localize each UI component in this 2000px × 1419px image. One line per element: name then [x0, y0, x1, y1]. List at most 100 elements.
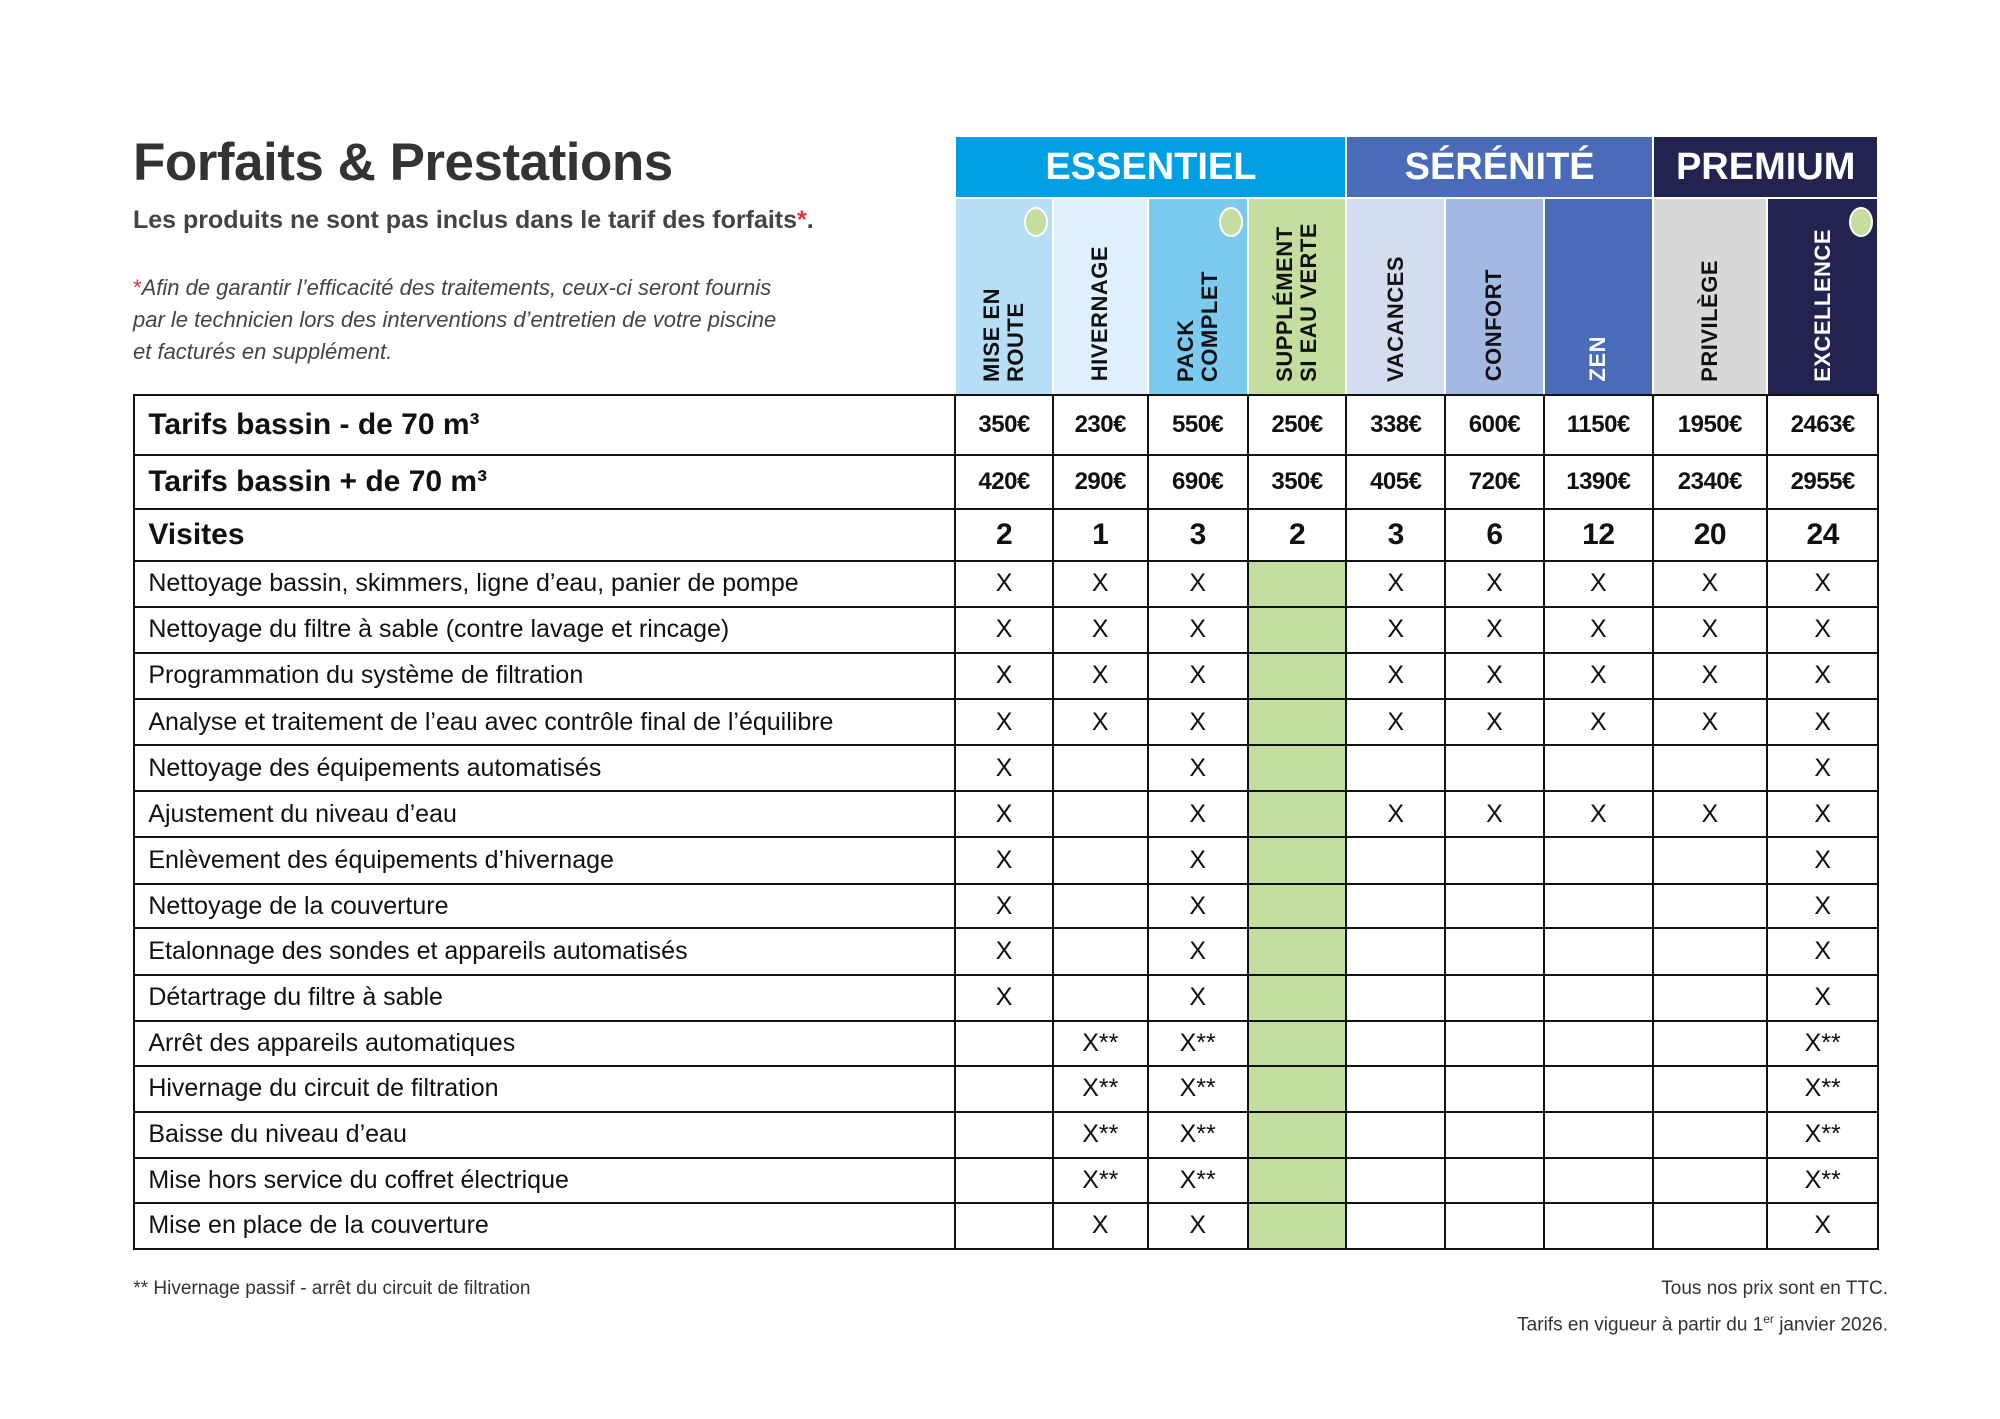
note-line: *Afin de garantir l’efficacité des trait…: [133, 272, 776, 304]
footer-right: Tous nos prix sont en TTC.: [1661, 1278, 1888, 1299]
row-label: Enlèvement des équipements d’hivernage: [133, 838, 957, 885]
cell: X: [1653, 792, 1768, 839]
column-header: SUPPLÉMENT SI EAU VERTE: [1248, 197, 1348, 394]
cell: [1053, 838, 1149, 885]
cell: X: [1148, 884, 1249, 930]
cell: X**: [1148, 1021, 1249, 1067]
cell: X: [1053, 653, 1149, 700]
cell: [1053, 746, 1149, 793]
cell: X: [1148, 746, 1249, 793]
cell: X: [1653, 561, 1768, 608]
cell: 1950€: [1653, 393, 1768, 457]
cell: X: [956, 746, 1054, 793]
cell: X: [1544, 561, 1654, 608]
cell: [1248, 884, 1348, 930]
cell: X: [1148, 792, 1249, 839]
column-label: PRIVILÈGE: [1697, 260, 1722, 382]
cell: [1653, 1066, 1768, 1113]
cell: [1446, 929, 1545, 976]
cell: 338€: [1347, 393, 1447, 457]
cell: X: [1148, 838, 1249, 885]
row-label: Arrêt des appareils automatiques: [133, 1021, 957, 1067]
cell: [1248, 1203, 1348, 1250]
column-header: PACK COMPLET: [1148, 197, 1249, 394]
column-header: CONFORT: [1446, 197, 1545, 394]
cell: X: [956, 838, 1054, 885]
cell: 2463€: [1767, 393, 1880, 457]
cell: 250€: [1248, 393, 1348, 457]
cell: 2955€: [1767, 456, 1880, 511]
cell: X: [1767, 700, 1880, 747]
cell: [1248, 561, 1348, 608]
cell: X: [956, 884, 1054, 930]
cell: [1446, 1112, 1545, 1159]
cell: X: [1767, 607, 1880, 654]
subtitle: Les produits ne sont pas inclus dans le …: [133, 206, 814, 235]
cell: 290€: [1053, 456, 1149, 511]
row-label: Tarifs bassin + de 70 m³: [133, 456, 957, 511]
cell: [956, 1158, 1054, 1204]
cell: 2340€: [1653, 456, 1768, 511]
note-star: *: [133, 275, 142, 300]
cell: [1544, 1066, 1654, 1113]
group-header: ESSENTIEL: [956, 137, 1348, 198]
column-header: EXCELLENCE: [1767, 197, 1880, 394]
column-label: EXCELLENCE: [1809, 228, 1835, 382]
cell: X: [1148, 653, 1249, 700]
cell: [1248, 746, 1348, 793]
cell: 230€: [1053, 393, 1149, 457]
cell: [1653, 884, 1768, 930]
row-label: Nettoyage de la couverture: [133, 884, 957, 930]
cell: [1653, 1158, 1768, 1204]
cell: [1248, 1158, 1348, 1204]
cell: X: [1148, 1203, 1249, 1250]
cell: [1544, 1203, 1654, 1250]
column-label-line: SUPPLÉMENT: [1272, 226, 1298, 382]
cell: [1446, 975, 1545, 1022]
cell: X: [1347, 561, 1447, 608]
column-label-line: CONFORT: [1481, 269, 1507, 382]
cell: 1150€: [1544, 393, 1654, 457]
cell: X: [1767, 975, 1880, 1022]
cell: X: [1347, 607, 1447, 654]
cell: [1653, 1203, 1768, 1250]
cell: [1653, 1021, 1768, 1067]
cell: X: [1446, 700, 1545, 747]
cell: [956, 1203, 1054, 1250]
cell: [1347, 838, 1447, 885]
cell: [1544, 929, 1654, 976]
cell: X**: [1767, 1066, 1880, 1113]
cell: X: [956, 929, 1054, 976]
cell: X**: [1767, 1112, 1880, 1159]
cell: [1446, 1066, 1545, 1113]
cell: [1653, 746, 1768, 793]
column-label: MISE EN ROUTE: [979, 288, 1029, 382]
column-label-line: ROUTE: [1003, 302, 1029, 382]
title: Forfaits & Prestations: [133, 133, 673, 192]
cell: X: [956, 561, 1054, 608]
column-label: ZEN: [1585, 336, 1610, 382]
cell: 3: [1148, 510, 1249, 562]
cell: 350€: [956, 393, 1054, 457]
cell: 550€: [1148, 393, 1249, 457]
note-text: Afin de garantir l’efficacité des traite…: [141, 275, 772, 300]
cell: X: [1544, 607, 1654, 654]
cell: [1544, 1112, 1654, 1159]
cell: [1544, 975, 1654, 1022]
cell: X**: [1767, 1021, 1880, 1067]
cell: X: [1347, 792, 1447, 839]
cell: 1: [1053, 510, 1149, 562]
column-label-line: EXCELLENCE: [1809, 228, 1835, 382]
note: *Afin de garantir l’efficacité des trait…: [133, 272, 776, 368]
row-label: Mise hors service du coffret électrique: [133, 1158, 957, 1204]
row-label: Hivernage du circuit de filtration: [133, 1066, 957, 1113]
row-label: Etalonnage des sondes et appareils autom…: [133, 929, 957, 976]
cell: X: [1347, 700, 1447, 747]
column-label-line: SI EAU VERTE: [1296, 222, 1322, 382]
cell: [1653, 838, 1768, 885]
badge: [1849, 207, 1874, 238]
cell: [1248, 1066, 1348, 1113]
cell: X: [1767, 746, 1880, 793]
cell: [1053, 975, 1149, 1022]
cell: [956, 1112, 1054, 1159]
